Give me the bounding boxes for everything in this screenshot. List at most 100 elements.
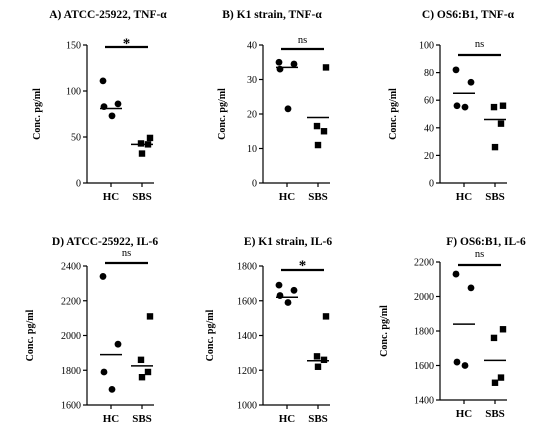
panel-3-y-tick-label: 80: [424, 68, 434, 79]
panel-5-x-tick-label: HC: [279, 413, 296, 425]
panel-1-significance-label: *: [123, 36, 131, 52]
panel-3-point-hc: [453, 102, 461, 110]
panel-4-point-sbs: [137, 356, 145, 364]
panel-4-y-axis-label: Conc. pg/ml: [25, 309, 36, 361]
panel-2-y-tick-label: 30: [247, 75, 257, 86]
panel-5-y-tick-label: 1400: [237, 331, 257, 342]
panel-3-point-hc: [467, 78, 475, 86]
panel-6-point-sbs: [499, 326, 507, 333]
panel-4-point-sbs: [144, 368, 152, 376]
panel-5-point-sbs: [313, 353, 321, 360]
panel-4-y-tick-label: 1800: [61, 366, 81, 377]
panel-5-point-hc: [284, 299, 292, 306]
panel-3-point-sbs: [491, 143, 499, 151]
panel-1-point-sbs: [138, 150, 146, 157]
panel-6-title: F) OS6:B1, IL-6: [446, 236, 526, 248]
panel-6-y-tick-label: 2200: [414, 258, 434, 269]
panel-6-point-sbs: [497, 374, 505, 381]
panel-1-point-hc: [108, 112, 116, 120]
panel-4-y-tick-label: 2400: [61, 262, 81, 273]
panel-1-y-tick-label: 100: [66, 87, 81, 98]
panel-5-point-sbs: [322, 313, 330, 320]
panel-1-point-sbs: [146, 134, 154, 142]
panel-6-x-tick-label: SBS: [485, 408, 505, 420]
panel-3-point-hc: [452, 66, 460, 74]
panel-5-y-tick-label: 1200: [237, 366, 257, 377]
panel-3-y-tick-label: 20: [424, 151, 434, 162]
panel-5-significance-label: *: [299, 258, 307, 274]
panel-3-y-tick-label: 60: [424, 96, 434, 107]
panel-4-point-hc: [114, 340, 122, 348]
panel-6-point-sbs: [491, 379, 499, 386]
panel-6-point-hc: [453, 358, 461, 366]
panel-2-point-sbs: [322, 64, 330, 71]
panel-2-point-sbs: [313, 122, 321, 130]
panel-5-y-tick-label: 1800: [237, 262, 257, 273]
panel-6-y-tick-label: 1600: [414, 361, 434, 372]
panel-6-point-sbs: [490, 334, 498, 342]
panel-6-y-axis-label: Conc. pg/ml: [379, 305, 390, 357]
panel-2-x-tick-label: HC: [279, 191, 296, 203]
panel-5-title: E) K1 strain, IL-6: [244, 236, 332, 248]
panel-4-point-hc: [108, 385, 116, 393]
panel-3-y-axis-label: Conc. pg/ml: [388, 88, 399, 140]
panel-4-x-tick-label: HC: [103, 413, 120, 425]
panel-5-y-tick-label: 1600: [237, 296, 257, 307]
panel-5-point-sbs: [320, 356, 328, 364]
panel-6-point-hc: [461, 362, 469, 369]
panel-6-y-tick-label: 1800: [414, 327, 434, 338]
panel-1-title: A) ATCC-25922, TNF-α: [49, 9, 167, 21]
panel-1-y-tick-label: 0: [76, 179, 81, 190]
panel-3-y-tick-label: 0: [429, 179, 434, 190]
panel-3-x-tick-label: HC: [456, 191, 473, 203]
panel-1-point-hc: [114, 100, 122, 108]
panel-4-point-hc: [99, 273, 107, 280]
panel-2-y-tick-label: 40: [247, 41, 257, 52]
panel-2-significance-label: ns: [298, 35, 307, 46]
panel-4-y-tick-label: 1600: [61, 401, 81, 412]
panel-2-point-sbs: [314, 141, 322, 149]
panel-2-y-tick-label: 20: [247, 110, 257, 121]
panel-2-y-tick-label: 0: [252, 179, 257, 190]
panel-1-x-tick-label: HC: [103, 191, 120, 203]
panel-5-y-tick-label: 1000: [237, 401, 257, 412]
panel-3-title: C) OS6:B1, TNF-α: [422, 9, 515, 21]
panel-6-y-tick-label: 1400: [414, 396, 434, 407]
panel-4-significance-label: ns: [122, 248, 131, 259]
panel-2-y-tick-label: 10: [247, 144, 257, 155]
panel-6-significance-label: ns: [475, 249, 484, 260]
panel-6-y-tick-label: 2000: [414, 292, 434, 303]
panel-3-significance-label: ns: [475, 39, 484, 50]
panel-5-point-hc: [275, 281, 283, 289]
panel-1-y-axis-label: Conc. pg/ml: [32, 88, 43, 140]
panel-5-y-axis-label: Conc. pg/ml: [205, 309, 216, 361]
panel-2-title: B) K1 strain, TNF-α: [222, 9, 322, 21]
panel-4-y-tick-label: 2200: [61, 296, 81, 307]
panel-3-x-tick-label: SBS: [485, 191, 505, 203]
panel-6-x-tick-label: HC: [456, 408, 473, 420]
panel-3-point-sbs: [497, 120, 505, 127]
panel-1-x-tick-label: SBS: [132, 191, 152, 203]
panel-6-point-hc: [467, 284, 475, 292]
panel-2-point-sbs: [320, 128, 328, 135]
panel-4-point-hc: [100, 368, 108, 376]
panel-4-point-sbs: [138, 374, 146, 381]
panel-1-point-hc: [99, 77, 107, 85]
panel-2-point-hc: [284, 105, 292, 113]
panel-6-point-hc: [452, 270, 460, 278]
panel-5-x-tick-label: SBS: [308, 413, 328, 425]
panel-5-point-hc: [290, 286, 298, 294]
panel-2-point-hc: [275, 58, 283, 66]
panel-3-point-hc: [461, 103, 469, 111]
panel-3-point-sbs: [499, 102, 507, 109]
panel-2-x-tick-label: SBS: [308, 191, 328, 203]
panel-2-y-axis-label: Conc. pg/ml: [217, 88, 228, 140]
panel-3-y-tick-label: 100: [419, 41, 434, 52]
panel-4-point-sbs: [146, 313, 154, 320]
panel-3-y-tick-label: 40: [424, 123, 434, 134]
panel-1-y-tick-label: 150: [66, 41, 81, 52]
panel-1-point-sbs: [137, 140, 145, 147]
panel-5-point-sbs: [314, 363, 322, 370]
panel-4-y-tick-label: 2000: [61, 331, 81, 342]
